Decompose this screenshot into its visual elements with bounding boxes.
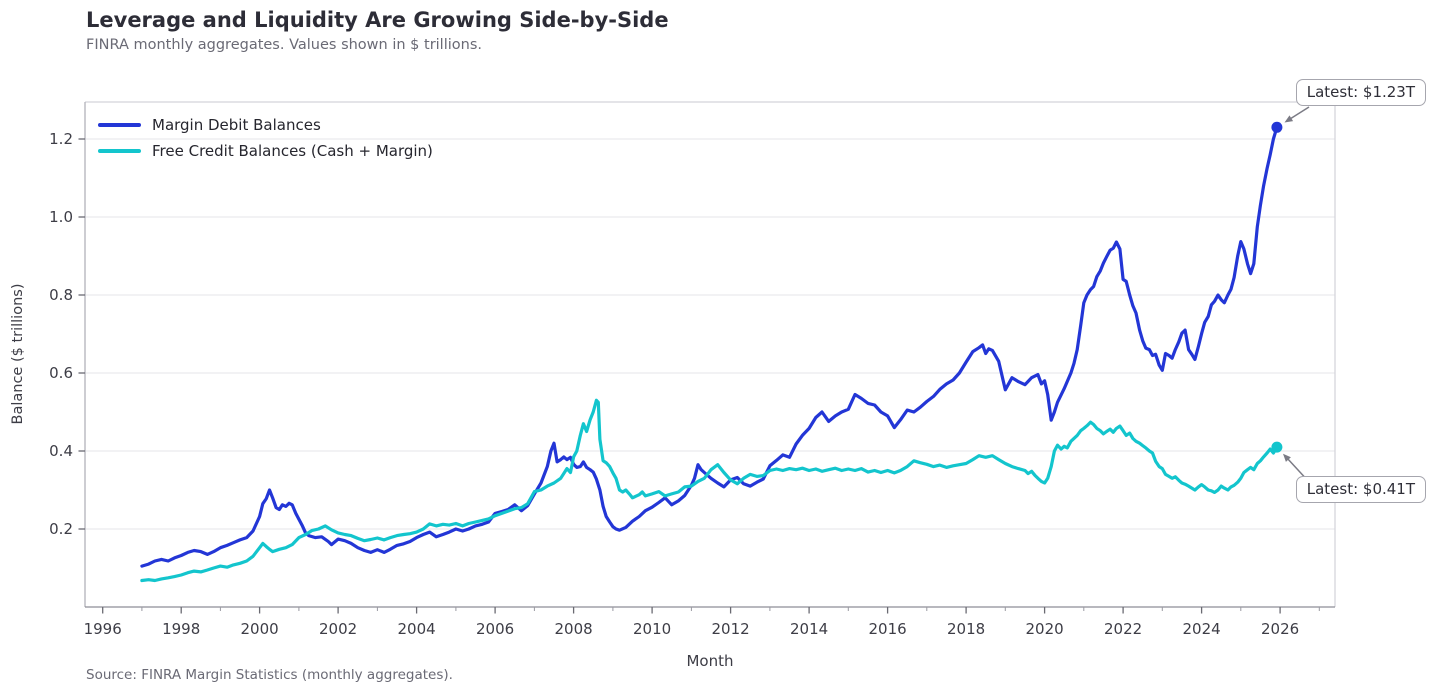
x-tick-label-2018: 2018 xyxy=(947,620,985,638)
x-tick-label-2014: 2014 xyxy=(790,620,828,638)
y-tick-label-0.6: 0.6 xyxy=(49,364,73,382)
x-tick-label-2020: 2020 xyxy=(1026,620,1064,638)
x-tick-label-2024: 2024 xyxy=(1183,620,1221,638)
annotation-latest-free-credit: Latest: $0.41T xyxy=(1295,476,1426,503)
x-tick-label-2000: 2000 xyxy=(241,620,279,638)
x-axis-label: Month xyxy=(686,652,734,670)
y-tick-label-1.0: 1.0 xyxy=(49,208,73,226)
x-tick-label-2016: 2016 xyxy=(869,620,907,638)
annotation-latest-margin-debit: Latest: $1.23T xyxy=(1295,79,1426,106)
y-tick-label-0.4: 0.4 xyxy=(49,442,73,460)
annotation-arrow-margin-debit-head xyxy=(1284,115,1294,123)
x-tick-label-2006: 2006 xyxy=(476,620,514,638)
x-tick-label-2012: 2012 xyxy=(712,620,750,638)
legend-label-margin-debit: Margin Debit Balances xyxy=(152,116,321,134)
legend-swatch-free-credit xyxy=(98,148,141,154)
annotation-arrow-margin-debit-line xyxy=(1289,106,1310,120)
chart-title: Leverage and Liquidity Are Growing Side-… xyxy=(86,8,669,32)
legend-swatch-margin-debit xyxy=(98,122,141,128)
x-tick-label-2004: 2004 xyxy=(398,620,436,638)
chart-subtitle: FINRA monthly aggregates. Values shown i… xyxy=(86,37,482,53)
margin-debit-end-dot xyxy=(1271,121,1283,133)
x-tick-label-2010: 2010 xyxy=(633,620,671,638)
free-credit-end-dot xyxy=(1271,441,1283,453)
annotation-arrow-free-credit-head xyxy=(1283,453,1291,462)
x-tick-label-1996: 1996 xyxy=(84,620,122,638)
legend-item-margin-debit: Margin Debit Balances xyxy=(98,112,433,138)
legend-label-free-credit: Free Credit Balances (Cash + Margin) xyxy=(152,142,433,160)
y-tick-label-0.8: 0.8 xyxy=(49,286,73,304)
legend-item-free-credit: Free Credit Balances (Cash + Margin) xyxy=(98,138,433,164)
y-tick-label-1.2: 1.2 xyxy=(49,130,73,148)
chart-legend: Margin Debit Balances Free Credit Balanc… xyxy=(98,112,433,164)
y-axis-label: Balance ($ trillions) xyxy=(10,283,26,425)
free-credit-line xyxy=(140,398,1279,583)
y-tick-label-0.2: 0.2 xyxy=(49,520,73,538)
x-tick-label-1998: 1998 xyxy=(162,620,200,638)
x-tick-label-2002: 2002 xyxy=(319,620,357,638)
source-note: Source: FINRA Margin Statistics (monthly… xyxy=(86,667,453,683)
x-tick-label-2008: 2008 xyxy=(555,620,593,638)
x-tick-label-2022: 2022 xyxy=(1104,620,1142,638)
margin-debit-line xyxy=(140,125,1279,568)
x-tick-label-2026: 2026 xyxy=(1261,620,1299,638)
